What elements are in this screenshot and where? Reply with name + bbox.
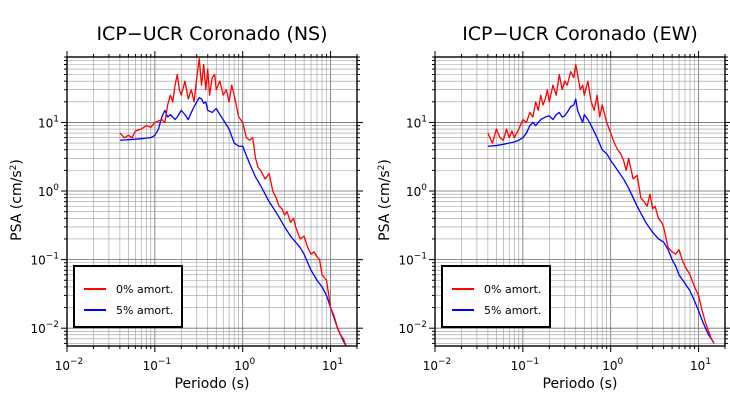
x-tick-label: 10−1 — [511, 357, 540, 373]
x-tick-label: 10−2 — [55, 357, 84, 373]
x-axis-label: Periodo (s) — [175, 376, 250, 392]
y-axis-label-sup: 2 — [9, 165, 19, 171]
x-tick-label: 100 — [234, 357, 255, 373]
x-tick-label: 10−1 — [143, 357, 172, 373]
chart-panel-ns: ICP−UCR Coronado (NS) 10−2 10−1 100 10110−2… — [9, 23, 363, 392]
y-tick-label: 101 — [406, 114, 427, 130]
x-axis-label: Periodo (s) — [543, 376, 618, 392]
legend: 0% amort. 5% amort. — [73, 265, 183, 328]
y-axis-label-main: PSA (cm/s — [377, 170, 393, 240]
y-tick-label: 101 — [38, 114, 59, 130]
legend-label-0: 0% amort. — [116, 283, 173, 296]
series-line-0 — [487, 63, 715, 344]
series-layer — [487, 63, 715, 344]
grid — [434, 56, 726, 346]
y-tick-label: 10−1 — [30, 252, 59, 268]
chart-panel-ew: ICP−UCR Coronado (EW) 10−2 10−1 100 10110−2… — [377, 23, 730, 392]
series-line-1 — [119, 96, 347, 346]
x-tick-label: 101 — [690, 357, 711, 373]
legend-label-1: 5% amort. — [116, 304, 173, 317]
grid — [66, 56, 358, 346]
chart-title: ICP−UCR Coronado (EW) — [462, 23, 698, 45]
tick-layer: 10−2 10−1 100 101 10−2 10−1 100 101 — [30, 51, 363, 373]
y-axis-label: PSA (cm/s2) — [377, 159, 393, 241]
y-axis-label-main: PSA (cm/s — [9, 170, 25, 240]
y-axis-label: PSA (cm/s2) — [9, 159, 25, 241]
legend: 0% amort. 5% amort. — [441, 265, 551, 328]
legend-label-0: 0% amort. — [484, 283, 541, 296]
y-axis-label-sup: 2 — [377, 165, 387, 171]
x-tick-label: 101 — [322, 357, 343, 373]
y-axis-label-close: ) — [9, 159, 25, 164]
x-tick-label: 10−2 — [423, 357, 452, 373]
y-tick-label: 10−2 — [398, 320, 427, 336]
y-axis-label-close: ) — [377, 159, 393, 164]
legend-label-1: 5% amort. — [484, 304, 541, 317]
y-tick-label: 10−2 — [30, 320, 59, 336]
series-layer — [119, 58, 347, 346]
chart-title: ICP−UCR Coronado (NS) — [96, 23, 327, 45]
y-tick-label: 100 — [406, 183, 427, 199]
legend-box — [441, 265, 551, 328]
y-tick-label: 100 — [38, 183, 59, 199]
y-tick-label: 10−1 — [398, 252, 427, 268]
series-line-1 — [487, 98, 715, 344]
x-tick-label: 100 — [602, 357, 623, 373]
series-line-0 — [119, 58, 347, 346]
tick-layer: 10−2 10−1 100 101 10−2 10−1 100 101 — [398, 51, 730, 373]
legend-box — [73, 265, 183, 328]
